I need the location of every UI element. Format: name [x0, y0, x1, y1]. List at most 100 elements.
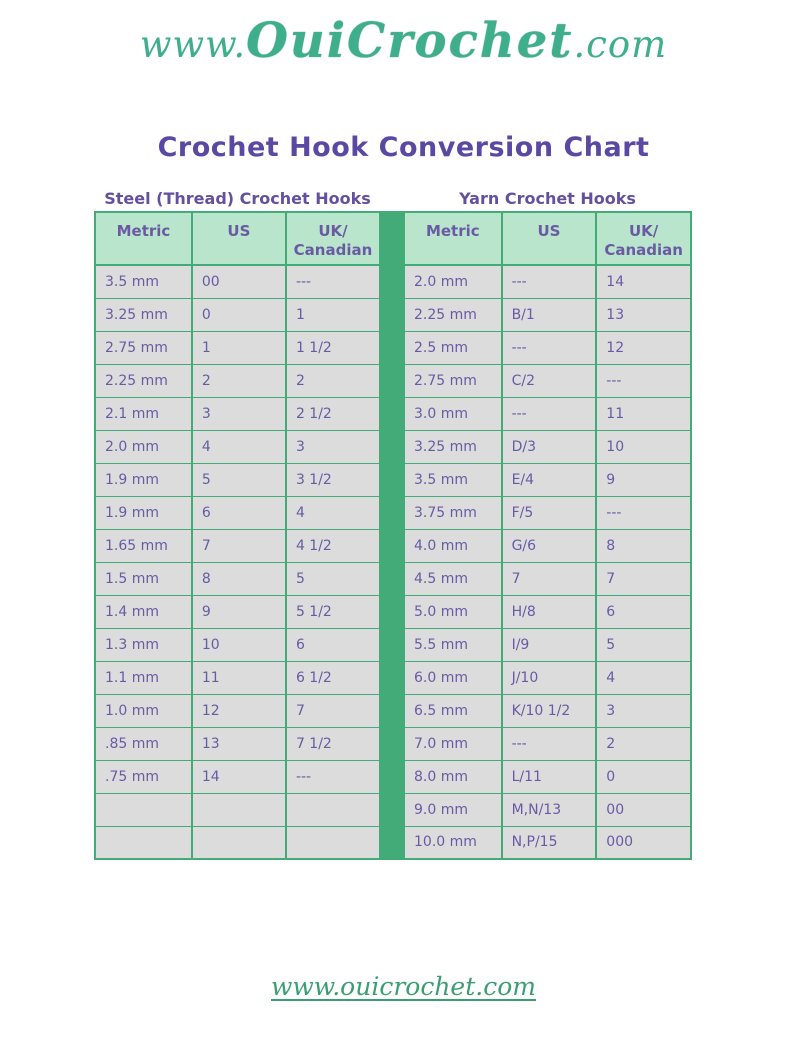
table-cell: 12 — [595, 330, 692, 365]
column-header: UK/ Canadian — [284, 211, 382, 266]
table-cell: 6 — [190, 495, 287, 530]
table-cell: 6 1/2 — [284, 660, 382, 695]
table-row: 3.5 mm 00 --- — [94, 264, 382, 299]
table-row: 1.9 mm 6 4 — [94, 495, 382, 530]
header-row: Metric US UK/ Canadian — [403, 211, 692, 266]
section-title-yarn: Yarn Crochet Hooks — [459, 189, 636, 208]
table-cell: 6 — [595, 594, 692, 629]
table-cell: --- — [284, 759, 382, 794]
table-cell: 2 — [190, 363, 287, 398]
table-row: 6.5 mm K/10 1/2 3 — [403, 693, 692, 728]
table-row: 2.0 mm --- 14 — [403, 264, 692, 299]
table-cell: 1.5 mm — [94, 561, 193, 596]
table-cell: 1 1/2 — [284, 330, 382, 365]
table-cell: 8 — [190, 561, 287, 596]
table-cell: 13 — [595, 297, 692, 332]
site-logo: www.OuiCrochet.com — [0, 12, 807, 70]
table-cell: 10 — [190, 627, 287, 662]
table-cell: 1.3 mm — [94, 627, 193, 662]
table-cell: .85 mm — [94, 726, 193, 761]
section-title-steel: Steel (Thread) Crochet Hooks — [104, 189, 371, 208]
table-cell: 7 1/2 — [284, 726, 382, 761]
table-cell: 4 — [595, 660, 692, 695]
table-cell: 14 — [595, 264, 692, 299]
table-cell: 4 — [190, 429, 287, 464]
table-cell: 11 — [190, 660, 287, 695]
table-cell: 2.75 mm — [403, 363, 503, 398]
table-cell: 10.0 mm — [403, 825, 503, 860]
table-cell: --- — [284, 264, 382, 299]
logo-prefix: www. — [139, 23, 247, 66]
column-header: US — [190, 211, 287, 266]
column-header: UK/ Canadian — [595, 211, 692, 266]
table-cell: 2.25 mm — [94, 363, 193, 398]
table-row: 3.25 mm 0 1 — [94, 297, 382, 332]
table-cell: 1.9 mm — [94, 462, 193, 497]
table-cell: 3 — [284, 429, 382, 464]
table-cell: E/4 — [500, 462, 598, 497]
table-cell: 7 — [595, 561, 692, 596]
table-cell: 5 1/2 — [284, 594, 382, 629]
table-cell: 5.0 mm — [403, 594, 503, 629]
column-header: Metric — [403, 211, 503, 266]
table-row: 2.75 mm C/2 --- — [403, 363, 692, 398]
table-cell: 2 1/2 — [284, 396, 382, 431]
table-cell: K/10 1/2 — [500, 693, 598, 728]
table-row: 8.0 mm L/11 0 — [403, 759, 692, 794]
table-cell — [190, 825, 287, 860]
table-cell: 7 — [500, 561, 598, 596]
table-row — [94, 792, 382, 827]
table-row: 3.5 mm E/4 9 — [403, 462, 692, 497]
logo-suffix: .com — [573, 23, 668, 66]
table-cell: 0 — [595, 759, 692, 794]
table-row: 2.1 mm 3 2 1/2 — [94, 396, 382, 431]
table-cell: 3 1/2 — [284, 462, 382, 497]
table-row: 10.0 mm N,P/15 000 — [403, 825, 692, 860]
table-cell: 7 — [190, 528, 287, 563]
table-cell: 5.5 mm — [403, 627, 503, 662]
table-row: 1.1 mm 11 6 1/2 — [94, 660, 382, 695]
table-cell: 2.0 mm — [94, 429, 193, 464]
header-row: Metric US UK/ Canadian — [94, 211, 382, 266]
table-cell: 10 — [595, 429, 692, 464]
table-cell: 3.25 mm — [403, 429, 503, 464]
table-row: 6.0 mm J/10 4 — [403, 660, 692, 695]
table-cell: M,N/13 — [500, 792, 598, 827]
table-row: 1.65 mm 7 4 1/2 — [94, 528, 382, 563]
table-row: 7.0 mm --- 2 — [403, 726, 692, 761]
table-cell: 3 — [190, 396, 287, 431]
table-cell: 6.5 mm — [403, 693, 503, 728]
table-row: 9.0 mm M,N/13 00 — [403, 792, 692, 827]
table-row: 1.5 mm 8 5 — [94, 561, 382, 596]
yarn-hooks-table: Metric US UK/ Canadian 2.0 mm --- 14 2.25 mm B/… — [403, 211, 692, 860]
section-headers: Steel (Thread) Crochet Hooks Yarn Croche… — [94, 189, 692, 209]
table-cell: 1 — [190, 330, 287, 365]
table-row: 2.5 mm --- 12 — [403, 330, 692, 365]
table-cell: 1 — [284, 297, 382, 332]
table-cell: 13 — [190, 726, 287, 761]
table-cell: 00 — [190, 264, 287, 299]
table-row: 3.75 mm F/5 --- — [403, 495, 692, 530]
table-row: 2.25 mm B/1 13 — [403, 297, 692, 332]
table-cell: --- — [500, 330, 598, 365]
table-cell: 11 — [595, 396, 692, 431]
page-title: Crochet Hook Conversion Chart — [157, 132, 650, 163]
footer-link[interactable]: www.ouicrochet.com — [271, 972, 536, 1001]
page-footer: www.ouicrochet.com — [0, 972, 807, 1001]
table-cell: 1.4 mm — [94, 594, 193, 629]
table-cell: 1.1 mm — [94, 660, 193, 695]
table-row — [94, 825, 382, 860]
column-header: Metric — [94, 211, 193, 266]
table-row: 1.3 mm 10 6 — [94, 627, 382, 662]
table-row: 2.0 mm 4 3 — [94, 429, 382, 464]
table-cell: 1.0 mm — [94, 693, 193, 728]
table-cell: --- — [500, 264, 598, 299]
table-cell: 7 — [284, 693, 382, 728]
table-cell — [94, 825, 193, 860]
table-cell: 9 — [190, 594, 287, 629]
table-cell: 2.75 mm — [94, 330, 193, 365]
table-cell: 7.0 mm — [403, 726, 503, 761]
table-cell: 5 — [595, 627, 692, 662]
table-cell: C/2 — [500, 363, 598, 398]
table-divider-bar — [381, 211, 403, 860]
